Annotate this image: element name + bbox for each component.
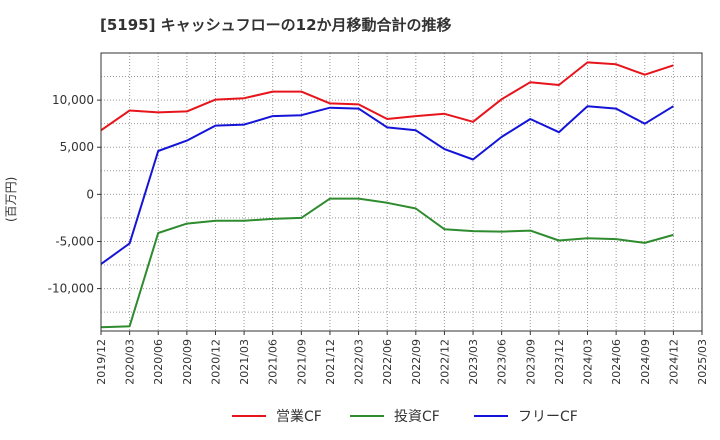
- legend-swatch-free-cf: [474, 415, 508, 417]
- x-tick-label: 2023/12: [553, 339, 566, 385]
- x-tick-label: 2023/03: [467, 339, 480, 385]
- x-tick-label: 2021/12: [324, 339, 337, 385]
- legend-swatch-operating-cf: [232, 415, 266, 417]
- x-tick-label: 2019/12: [95, 339, 108, 385]
- y-tick-label: 5,000: [60, 140, 94, 154]
- x-tick-label: 2020/12: [209, 339, 222, 385]
- x-tick-label: 2021/06: [267, 339, 280, 385]
- series-line-investing-cf: [100, 197, 674, 329]
- legend-label-operating-cf: 営業CF: [276, 409, 322, 425]
- chart-title: [5195] キャッシュフローの12か月移動合計の推移: [100, 16, 452, 34]
- y-tick-label: 0: [86, 187, 94, 201]
- x-tick-label: 2020/03: [124, 339, 137, 385]
- plot-frame: [100, 52, 703, 332]
- x-tick-label: 2022/06: [381, 339, 394, 385]
- legend-swatch-investing-cf: [350, 415, 384, 417]
- x-tick-label: 2024/06: [610, 339, 623, 385]
- x-tick-label: 2021/09: [295, 339, 308, 385]
- legend-label-investing-cf: 投資CF: [394, 409, 440, 425]
- x-tick-label: 2020/06: [152, 339, 165, 385]
- legend-item-free-cf: フリーCF: [474, 404, 578, 428]
- legend-item-investing-cf: 投資CF: [350, 404, 440, 428]
- legend-item-operating-cf: 営業CF: [232, 404, 322, 428]
- series-line-free-cf: [100, 105, 674, 265]
- legend: 営業CF 投資CF フリーCF: [0, 404, 720, 428]
- y-tick-label: -5,000: [55, 234, 94, 248]
- series-line-operating-cf: [100, 61, 674, 132]
- x-tick-label: 2023/09: [524, 339, 537, 385]
- x-tick-label: 2025/03: [696, 339, 709, 385]
- x-tick-label: 2022/09: [410, 339, 423, 385]
- x-tick-label: 2024/09: [639, 339, 652, 385]
- x-tick-label: 2023/06: [496, 339, 509, 385]
- y-tick-label: 10,000: [52, 93, 94, 107]
- x-tick-label: 2022/12: [438, 339, 451, 385]
- x-tick-label: 2021/03: [238, 339, 251, 385]
- x-tick-label: 2024/12: [667, 339, 680, 385]
- x-tick-label: 2024/03: [582, 339, 595, 385]
- x-tick-label: 2022/03: [353, 339, 366, 385]
- y-tick-label: -10,000: [48, 282, 94, 296]
- x-tick-label: 2020/09: [181, 339, 194, 385]
- legend-label-free-cf: フリーCF: [518, 409, 578, 425]
